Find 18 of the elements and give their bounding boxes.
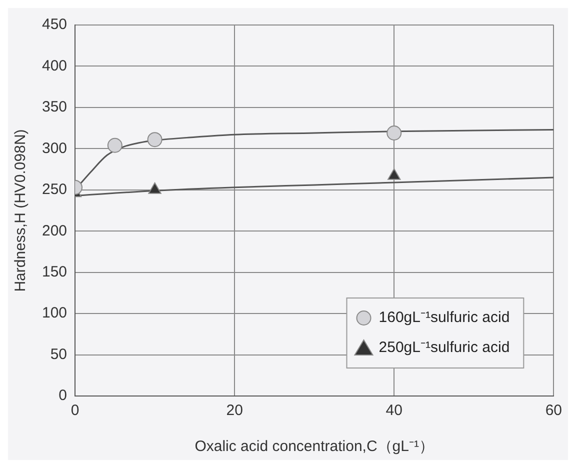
y-tick-label: 150 <box>42 263 68 280</box>
y-tick-label: 50 <box>50 346 68 363</box>
y-tick-label: 400 <box>42 57 68 74</box>
y-tick-label: 200 <box>42 222 68 240</box>
x-axis-title: Oxalic acid concentration,C（gL⁻¹） <box>194 438 434 456</box>
y-tick-label: 300 <box>42 140 68 157</box>
y-tick-label: 250 <box>42 181 68 198</box>
y-tick-label: 100 <box>42 304 68 322</box>
x-tick-label: 40 <box>386 402 402 420</box>
x-tick-label: 0 <box>70 402 80 420</box>
legend-label: 160gL⁻¹sulfuric acid <box>378 309 510 326</box>
y-axis-title: Hardness,H (HV0.098N) <box>12 129 30 292</box>
y-tick-label: 350 <box>42 98 68 116</box>
y-tick-label: 450 <box>42 16 68 34</box>
x-tick-label: 60 <box>545 402 562 420</box>
y-tick-label: 0 <box>58 387 68 404</box>
legend-label: 250gL⁻¹sulfuric acid <box>378 339 510 356</box>
x-tick-label: 20 <box>226 402 243 420</box>
